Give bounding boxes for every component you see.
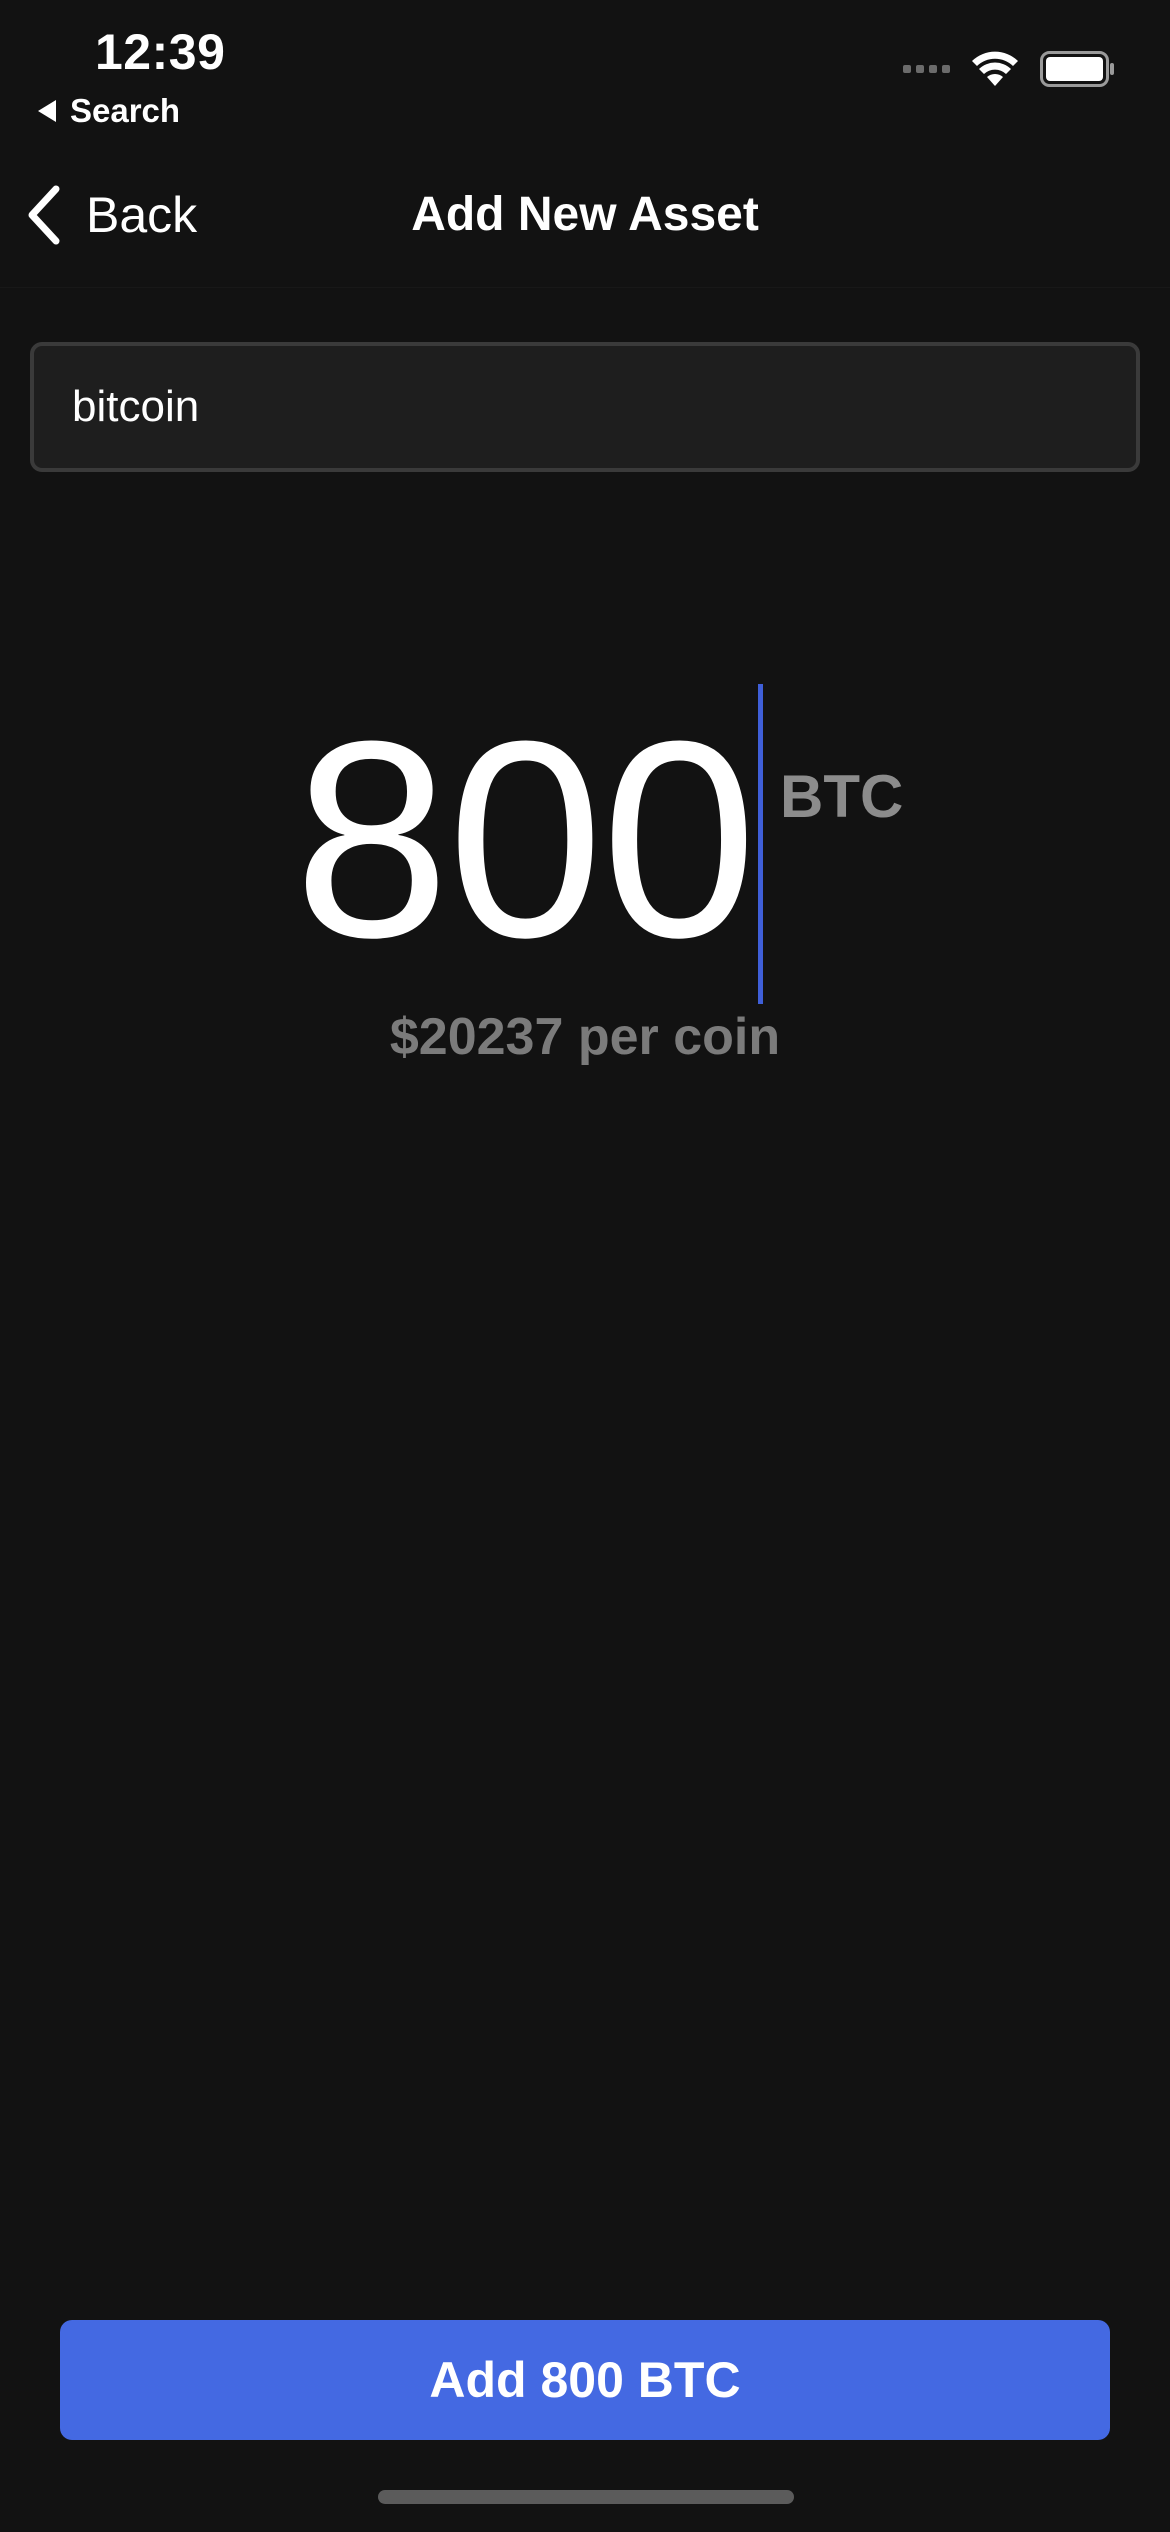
status-time: 12:39: [95, 24, 226, 80]
add-asset-button[interactable]: Add 800 BTC: [60, 2320, 1110, 2440]
back-button[interactable]: Back: [24, 180, 197, 250]
text-cursor: [758, 684, 763, 1004]
wifi-icon: [972, 51, 1018, 86]
nav-divider: [0, 287, 1170, 288]
status-indicators: [903, 50, 1116, 88]
home-indicator[interactable]: [378, 2490, 794, 2504]
amount-value[interactable]: 800: [293, 684, 757, 996]
return-to-search-link[interactable]: Search: [38, 88, 180, 134]
return-to-search-label: Search: [70, 92, 181, 129]
price-per-coin: $20237 per coin: [389, 1008, 781, 1066]
page-title: Add New Asset: [411, 188, 759, 241]
cellular-signal-icon: [903, 65, 950, 73]
back-button-label: Back: [86, 187, 198, 243]
back-triangle-icon: [38, 100, 56, 122]
amount-unit: BTC: [780, 763, 904, 830]
asset-search-input[interactable]: [30, 342, 1140, 472]
battery-icon: [1040, 51, 1114, 87]
chevron-left-icon: [28, 185, 60, 245]
